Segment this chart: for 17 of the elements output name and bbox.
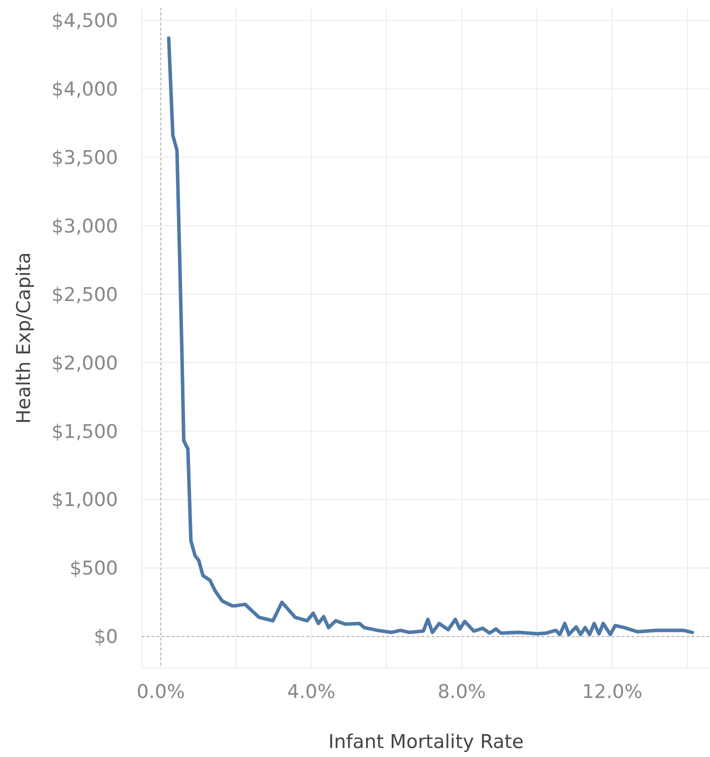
y-tick-label: $1,500 — [52, 420, 118, 443]
y-tick-label: $1,000 — [52, 489, 118, 512]
x-tick-label: 4.0% — [287, 681, 336, 703]
y-tick-label: $3,000 — [52, 215, 118, 238]
x-axis-title: Infant Mortality Rate — [328, 731, 524, 753]
y-tick-label: $2,500 — [52, 284, 118, 306]
y-axis-title: Health Exp/Capita — [13, 252, 35, 424]
y-tick-label: $2,000 — [52, 352, 118, 374]
y-tick-label: $500 — [70, 558, 118, 580]
y-tick-label: $3,500 — [52, 146, 118, 169]
x-tick-label: 12.0% — [582, 681, 642, 703]
line-series — [166, 36, 694, 636]
x-tick-label: 8.0% — [438, 681, 486, 703]
y-tick-label: $0 — [94, 626, 118, 648]
y-tick-label: $4,500 — [52, 10, 118, 32]
x-tick-label: 0.0% — [136, 681, 185, 703]
y-tick-label: $4,000 — [52, 78, 118, 100]
